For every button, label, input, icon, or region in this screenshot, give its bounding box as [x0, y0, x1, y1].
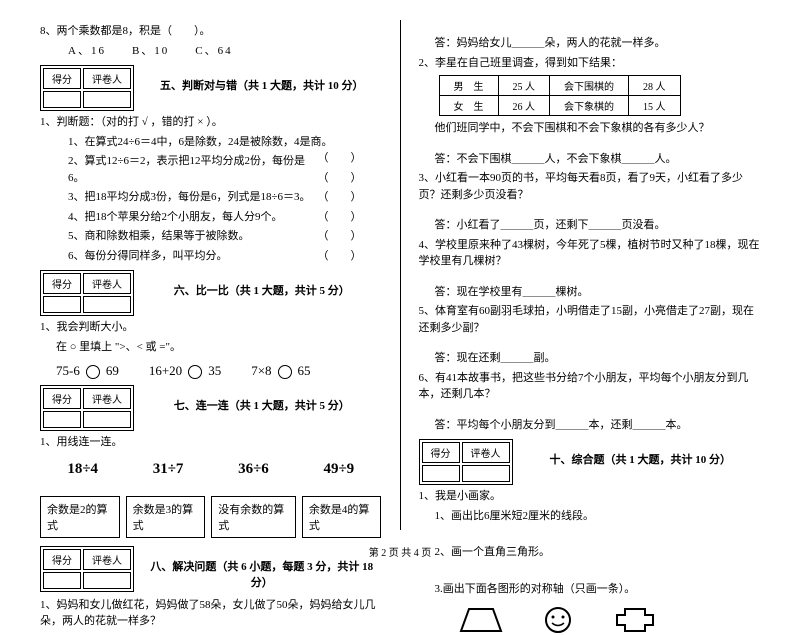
sec10-s1: 1、画出比6厘米短2厘米的线段。 [419, 508, 761, 525]
score-label: 得分 [43, 388, 81, 409]
section-6-title: 六、比一比（共 1 大题，共计 5 分） [142, 274, 382, 298]
item-text: 2、算式12÷6＝2，表示把12平均分成2份，每份是6。 [68, 155, 305, 184]
ans3: 答：小红看了＿＿＿页，还剩下＿＿＿页没看。 [419, 217, 761, 234]
page-footer: 第 2 页 共 4 页 [0, 544, 800, 559]
remainder-box: 余数是3的算式 [126, 496, 206, 538]
paren: （ ） [318, 248, 362, 265]
item-text: 1、在算式24÷6＝4中，6是除数，24是被除数，4是商。 [68, 136, 333, 148]
sec10-s3: 3.画出下面各图形的对称轴（只画一条）。 [419, 581, 761, 598]
cell: 会下象棋的 [550, 96, 629, 116]
item-text: 4、把18个苹果分给2个小朋友，每人分9个。 [68, 211, 283, 223]
survey-table: 男 生25 人会下围棋的28 人 女 生26 人会下象棋的15 人 [439, 75, 681, 116]
paren: （ ） [318, 150, 362, 167]
cross-shape-icon [613, 605, 657, 635]
div-expr: 36÷6 [238, 461, 269, 478]
cell: 25 人 [498, 76, 550, 96]
score-box-10: 得分评卷人 [419, 439, 513, 485]
section-5-title: 五、判断对与错（共 1 大题，共计 10 分） [142, 69, 382, 93]
paren: （ ） [318, 228, 362, 245]
symmetry-shapes [459, 605, 761, 635]
cell: 28 人 [629, 76, 681, 96]
sec5-item: 5、商和除数相乘，结果等于被除数。 （ ） [40, 228, 382, 245]
cell: 15 人 [629, 96, 681, 116]
cell: 女 生 [439, 96, 498, 116]
circle-blank[interactable] [278, 365, 292, 379]
sec8-q1: 1、妈妈和女儿做红花，妈妈做了58朵，女儿做了50朵，妈妈给女儿几朵，两人的花就… [40, 597, 382, 630]
ans2: 答：不会下围棋＿＿＿人，不会下象棋＿＿＿人。 [419, 151, 761, 168]
remainder-boxes: 余数是2的算式 余数是3的算式 没有余数的算式 余数是4的算式 [40, 496, 382, 538]
sec5-item: 4、把18个苹果分给2个小朋友，每人分9个。 （ ） [40, 209, 382, 226]
score-box-7: 得分评卷人 [40, 385, 134, 431]
ans6: 答：平均每个小朋友分到＿＿＿本，还剩＿＿＿本。 [419, 417, 761, 434]
q4: 4、学校里原来种了43棵树，今年死了5棵，植树节时又种了18棵，现在学校里有几棵… [419, 237, 761, 270]
item-text: 3、把18平均分成3份，每份是6，列式是18÷6＝3。 [68, 191, 311, 203]
divide-row: 18÷4 31÷7 36÷6 49÷9 [40, 461, 382, 478]
score-box-6: 得分评卷人 [40, 270, 134, 316]
cell: 26 人 [498, 96, 550, 116]
grader-label: 评卷人 [83, 273, 131, 294]
q6: 6、有41本故事书，把这些书分给7个小朋友，平均每个小朋友分到几本，还剩几本？ [419, 370, 761, 403]
item-text: 5、商和除数相乘，结果等于被除数。 [68, 230, 250, 242]
compare-row: 75-6 69 16+20 35 7×8 65 [56, 363, 382, 379]
paren: （ ） [318, 189, 362, 206]
paren: （ ） [318, 209, 362, 226]
item-text: 6、每份分得同样多，叫平均分。 [68, 250, 228, 262]
q8-options: A、16 B、10 C、64 [40, 43, 382, 60]
sec5-item: 6、每份分得同样多，叫平均分。 （ ） [40, 248, 382, 265]
sec10-lead: 1、我是小画家。 [419, 488, 761, 505]
lhs: 7×8 [251, 363, 271, 378]
compare-item: 7×8 65 [251, 363, 310, 379]
q2: 2、李星在自己班里调查，得到如下结果： [419, 55, 761, 72]
sec6-lead: 1、我会判断大小。 [40, 319, 382, 336]
q8-text: 8、两个乘数都是8，积是（ ）。 [40, 23, 382, 40]
rhs: 65 [298, 363, 311, 378]
div-expr: 31÷7 [153, 461, 184, 478]
ans1: 答：妈妈给女儿＿＿＿朵，两人的花就一样多。 [419, 35, 761, 52]
lhs: 75-6 [56, 363, 80, 378]
circle-blank[interactable] [188, 365, 202, 379]
sec5-lead: 1、判断题：（对的打 √ ，错的打 × ）。 [40, 114, 382, 131]
div-expr: 49÷9 [323, 461, 354, 478]
ans5: 答：现在还剩＿＿＿副。 [419, 350, 761, 367]
remainder-box: 余数是2的算式 [40, 496, 120, 538]
section-10-title: 十、综合题（共 1 大题，共计 10 分） [521, 443, 761, 467]
compare-item: 16+20 35 [149, 363, 221, 379]
grader-label: 评卷人 [83, 388, 131, 409]
cell: 男 生 [439, 76, 498, 96]
q3: 3、小红看一本90页的书，平均每天看8页，看了9天，小红看了多少页？还剩多少页没… [419, 170, 761, 203]
grader-label: 评卷人 [462, 442, 510, 463]
score-label: 得分 [43, 273, 81, 294]
paren: （ ） [318, 170, 362, 187]
section-7-title: 七、连一连（共 1 大题，共计 5 分） [142, 389, 382, 413]
div-expr: 18÷4 [67, 461, 98, 478]
q5: 5、体育室有60副羽毛球拍，小明借走了15副，小亮借走了27副，现在还剩多少副？ [419, 303, 761, 336]
sec5-item: 1、在算式24÷6＝4中，6是除数，24是被除数，4是商。（ ） [40, 134, 382, 151]
score-label: 得分 [43, 68, 81, 89]
q2b: 他们班同学中，不会下围棋和不会下象棋的各有多少人？ [419, 120, 761, 137]
smiley-icon [543, 605, 573, 635]
trapezoid-icon [459, 605, 503, 635]
lhs: 16+20 [149, 363, 182, 378]
cell: 会下围棋的 [550, 76, 629, 96]
sec6-sub: 在 ○ 里填上 ">、< 或 ="。 [40, 339, 382, 356]
rhs: 69 [106, 363, 119, 378]
sec5-item: 3、把18平均分成3份，每份是6，列式是18÷6＝3。 （ ） [40, 189, 382, 206]
remainder-box: 余数是4的算式 [302, 496, 382, 538]
compare-item: 75-6 69 [56, 363, 119, 379]
circle-blank[interactable] [86, 365, 100, 379]
rhs: 35 [208, 363, 221, 378]
grader-label: 评卷人 [83, 68, 131, 89]
score-label: 得分 [422, 442, 460, 463]
score-box-5: 得分评卷人 [40, 65, 134, 111]
sec7-lead: 1、用线连一连。 [40, 434, 382, 451]
remainder-box: 没有余数的算式 [211, 496, 296, 538]
ans4: 答：现在学校里有＿＿＿棵树。 [419, 284, 761, 301]
